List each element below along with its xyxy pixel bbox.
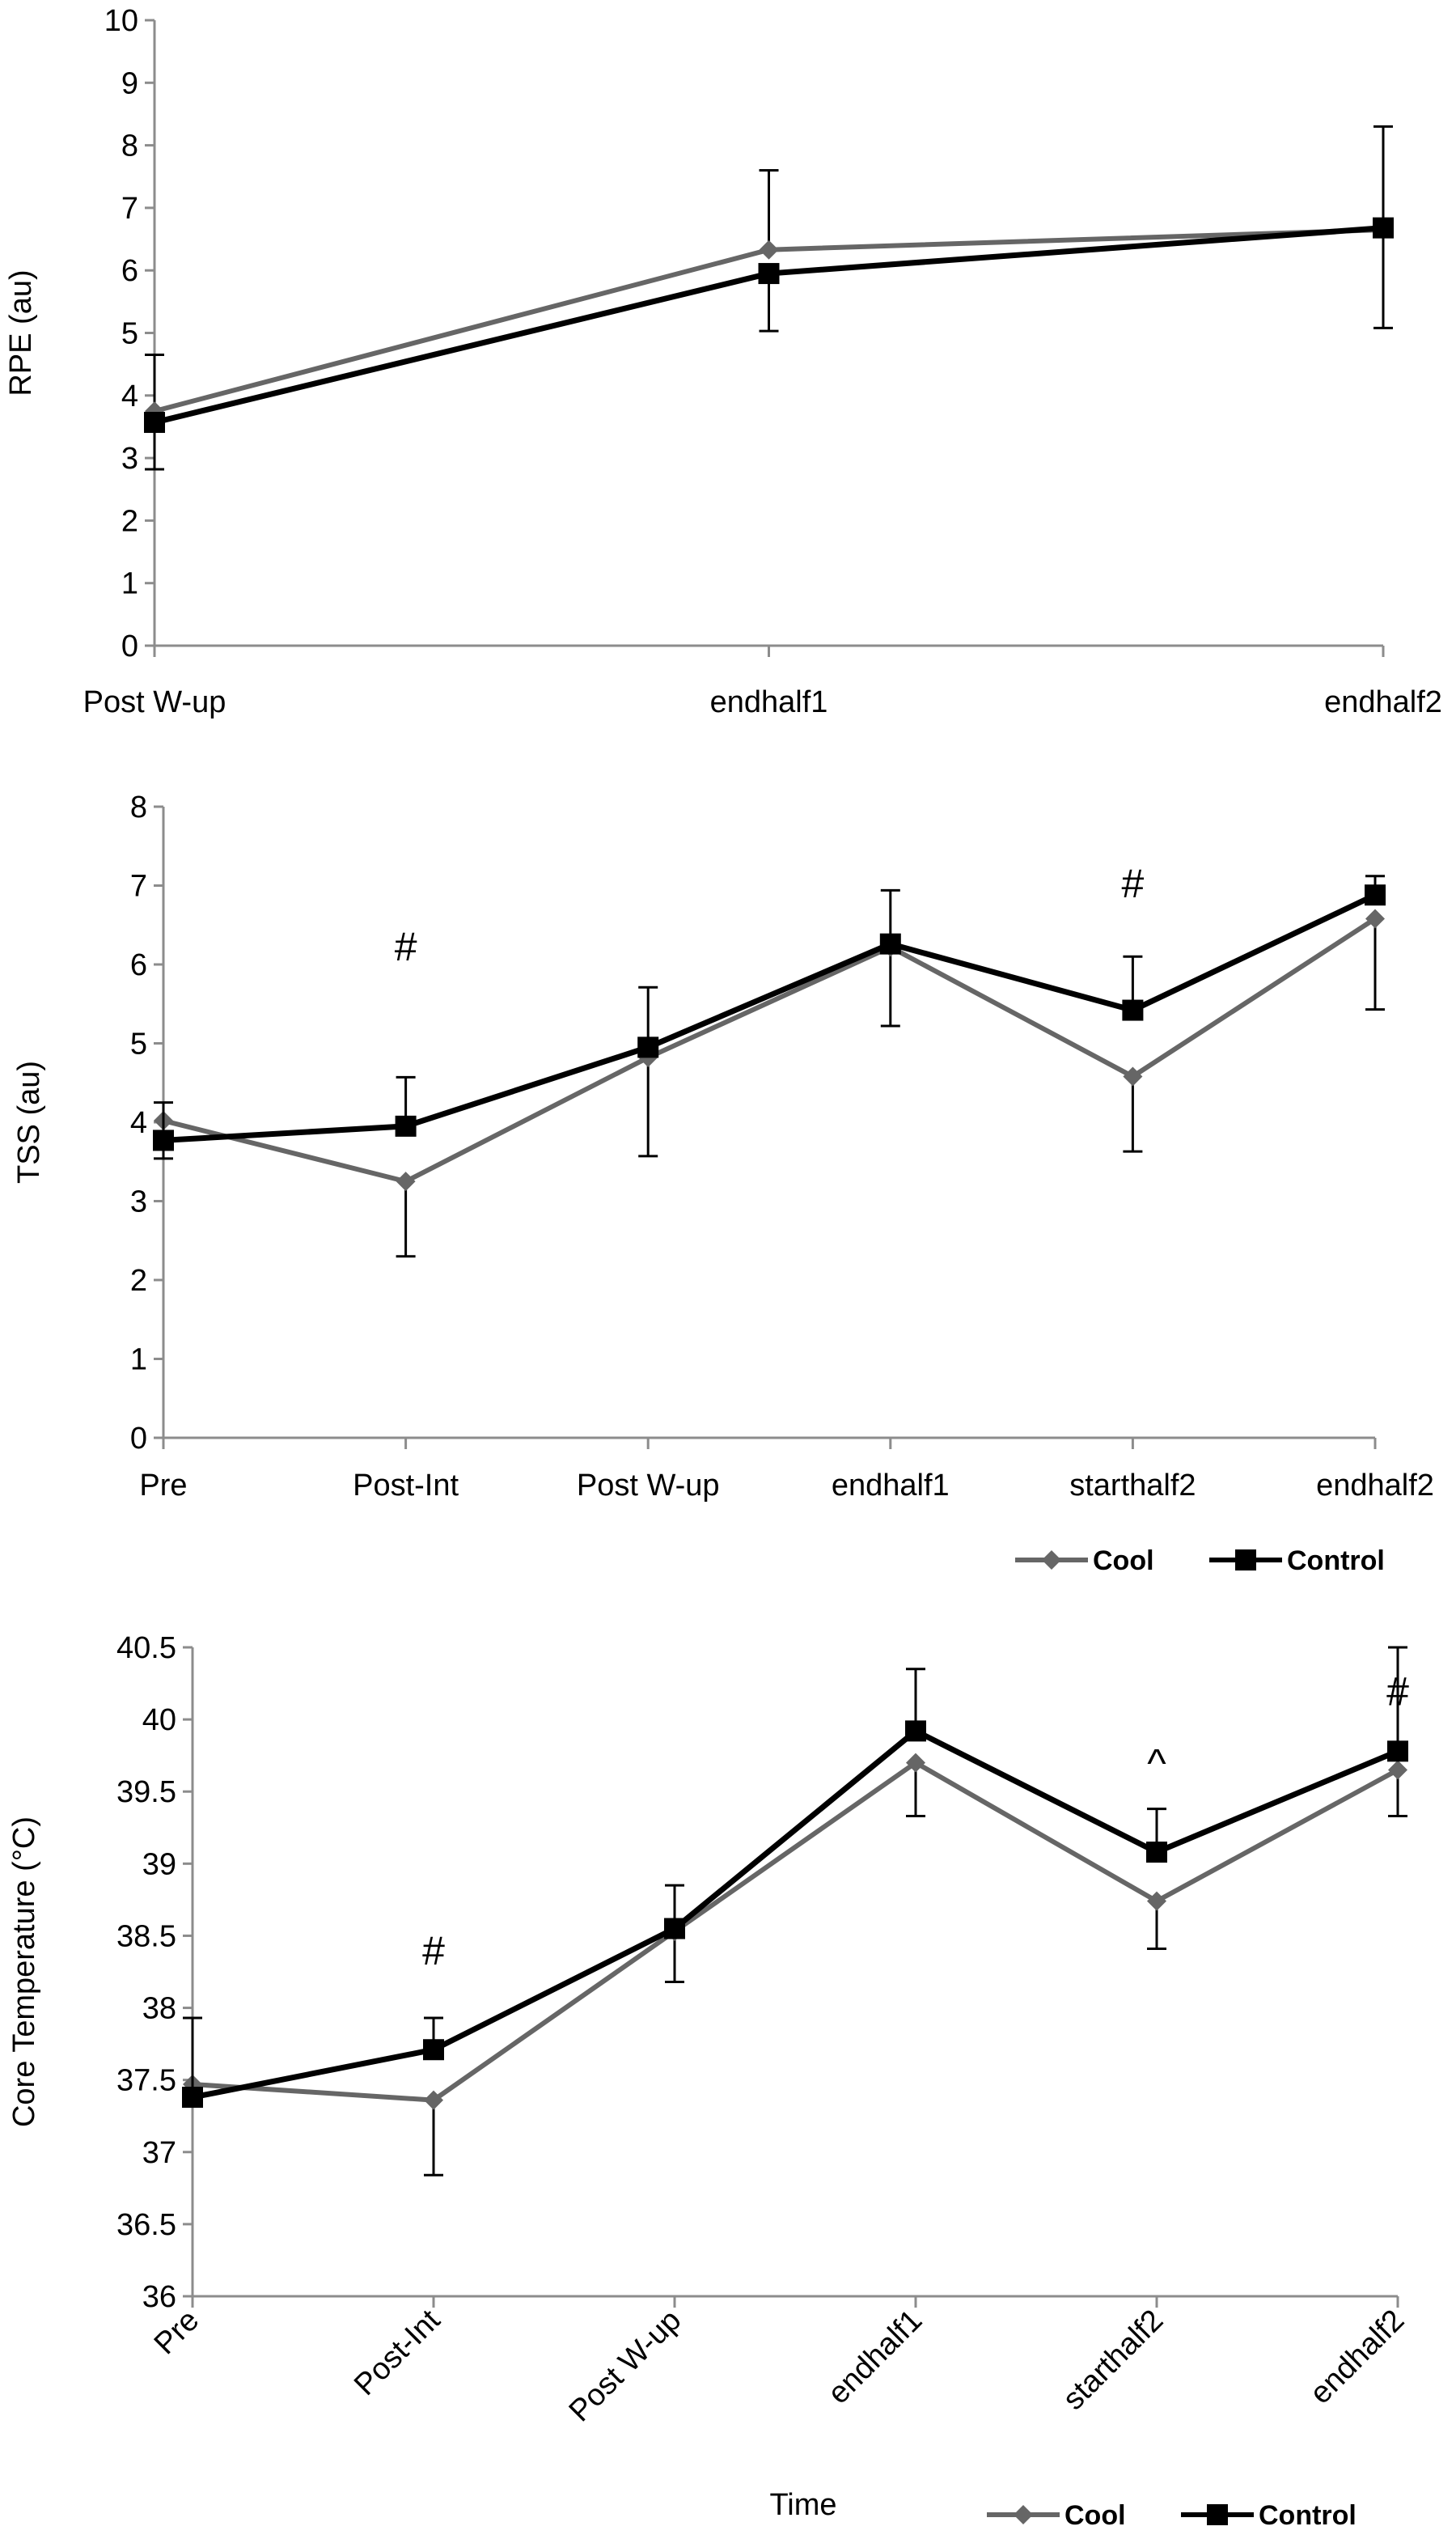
y-tick-label: 37 bbox=[142, 2136, 176, 2170]
x-category-label: endhalf1 bbox=[710, 685, 828, 719]
y-tick-label: 10 bbox=[104, 4, 138, 38]
legend-label: Cool bbox=[1093, 1545, 1154, 1576]
data-point bbox=[1365, 884, 1386, 906]
y-tick-label: 1 bbox=[121, 567, 138, 601]
series-control bbox=[144, 217, 1394, 471]
y-tick-label: 2 bbox=[130, 1264, 147, 1298]
x-category-label: endhalf2 bbox=[1324, 685, 1442, 719]
y-tick-label: 4 bbox=[121, 379, 138, 413]
x-category-label: endhalf1 bbox=[832, 1469, 950, 1503]
significance-marker: # bbox=[1386, 1668, 1409, 1714]
series-line bbox=[163, 916, 1377, 1185]
legend-label: Control bbox=[1259, 2500, 1357, 2531]
data-point bbox=[424, 2090, 443, 2110]
series-line bbox=[192, 1727, 1399, 2100]
y-tick-label: 3 bbox=[130, 1185, 147, 1219]
series-control bbox=[182, 1646, 1408, 2109]
data-point bbox=[1146, 1842, 1167, 1863]
legend-swatch-marker bbox=[1014, 2505, 1033, 2524]
x-category-label: Pre bbox=[139, 1469, 187, 1503]
legend: Cool Control bbox=[987, 2500, 1357, 2531]
data-point bbox=[1123, 1066, 1143, 1087]
data-point bbox=[1365, 909, 1385, 929]
y-axis-title: TSS (au) bbox=[12, 1061, 46, 1184]
y-tick-label: 38.5 bbox=[116, 1919, 176, 1953]
significance-marker: # bbox=[1121, 861, 1144, 906]
data-point bbox=[758, 263, 780, 285]
legend-label: Cool bbox=[1064, 2500, 1126, 2531]
data-point bbox=[1147, 1891, 1166, 1911]
x-category-label: Post W-up bbox=[577, 1469, 720, 1503]
data-point bbox=[1388, 1760, 1407, 1780]
y-tick-label: 38 bbox=[142, 1992, 176, 2026]
data-point bbox=[1122, 999, 1144, 1021]
y-tick-label: 39.5 bbox=[116, 1775, 176, 1809]
x-category-label: Post W-up bbox=[83, 685, 226, 719]
y-tick-label: 36.5 bbox=[116, 2208, 176, 2242]
x-category-label: endhalf1 bbox=[822, 2304, 929, 2411]
y-tick-label: 2 bbox=[121, 504, 138, 538]
significance-marker: # bbox=[422, 1928, 445, 1973]
series-line bbox=[192, 1760, 1399, 2103]
legend-swatch-marker bbox=[1042, 1550, 1061, 1570]
y-tick-label: 3 bbox=[121, 442, 138, 476]
data-point bbox=[759, 239, 779, 260]
y-axis-title: RPE (au) bbox=[4, 269, 38, 396]
data-point bbox=[182, 2087, 203, 2109]
x-category-label: starthalf2 bbox=[1056, 2304, 1170, 2417]
x-axis-title: Time bbox=[769, 2488, 836, 2522]
y-tick-label: 39 bbox=[142, 1847, 176, 1881]
data-point bbox=[153, 1130, 174, 1151]
y-tick-label: 7 bbox=[130, 870, 147, 904]
data-point bbox=[1387, 1740, 1408, 1762]
legend: Cool Control bbox=[1015, 1545, 1385, 1576]
chart-panel-2: 0 1 2 3 4 5 6 7 8 Pre Post-Int Post W-up endhalf1 sta… bbox=[12, 791, 1434, 1576]
series-line bbox=[163, 892, 1377, 1143]
y-tick-label: 5 bbox=[130, 1028, 147, 1062]
y-tick-label: 1 bbox=[130, 1343, 147, 1377]
data-point bbox=[395, 1115, 417, 1137]
data-point bbox=[664, 1918, 685, 1939]
y-tick-label: 36 bbox=[142, 2280, 176, 2314]
x-category-label: Post W-up bbox=[563, 2304, 688, 2429]
data-point bbox=[905, 1720, 926, 1742]
x-category-label: Post-Int bbox=[348, 2303, 447, 2402]
significance-marker: ^ bbox=[1147, 1740, 1166, 1786]
y-tick-label: 9 bbox=[121, 66, 138, 100]
y-tick-label: 8 bbox=[121, 129, 138, 163]
y-tick-label: 6 bbox=[130, 948, 147, 982]
legend-label: Control bbox=[1287, 1545, 1385, 1576]
y-tick-label: 5 bbox=[121, 317, 138, 351]
x-category-label: endhalf2 bbox=[1316, 1469, 1434, 1503]
data-point bbox=[637, 1036, 659, 1058]
data-point bbox=[1373, 217, 1394, 239]
y-tick-label: 8 bbox=[130, 791, 147, 824]
x-category-label: starthalf2 bbox=[1069, 1469, 1196, 1503]
y-axis-title: Core Temperature (°C) bbox=[7, 1816, 41, 2127]
data-point bbox=[396, 1172, 416, 1192]
y-tick-label: 7 bbox=[121, 192, 138, 226]
y-tick-label: 6 bbox=[121, 254, 138, 288]
significance-marker: # bbox=[395, 924, 417, 969]
legend-swatch-marker bbox=[1207, 2504, 1228, 2525]
series-cool bbox=[154, 909, 1385, 1258]
data-point bbox=[144, 412, 165, 434]
legend-swatch-marker bbox=[1235, 1549, 1256, 1570]
chart-panel-1: 0 1 2 3 4 5 6 7 8 9 10 Post W-up endhalf1 endhalf2 RPE… bbox=[4, 4, 1442, 719]
series-control bbox=[153, 875, 1386, 1151]
y-tick-label: 40.5 bbox=[116, 1631, 176, 1665]
y-tick-label: 37.5 bbox=[116, 2064, 176, 2098]
y-tick-label: 0 bbox=[121, 629, 138, 663]
y-tick-label: 4 bbox=[130, 1106, 147, 1140]
data-point bbox=[423, 2039, 444, 2061]
y-tick-label: 40 bbox=[142, 1703, 176, 1737]
x-category-label: endhalf2 bbox=[1304, 2304, 1412, 2411]
series-cool bbox=[183, 1753, 1407, 2177]
x-category-label: Post-Int bbox=[353, 1469, 459, 1503]
data-point bbox=[906, 1753, 925, 1773]
data-point bbox=[879, 933, 901, 955]
y-tick-label: 0 bbox=[130, 1422, 147, 1456]
